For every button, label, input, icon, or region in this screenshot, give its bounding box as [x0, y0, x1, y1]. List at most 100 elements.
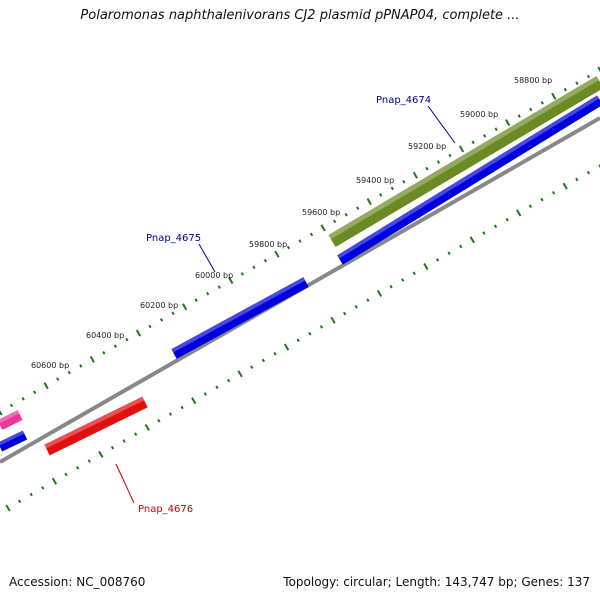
scale-label: 59000 bp: [460, 110, 498, 119]
tick-mark: [540, 101, 544, 105]
tick-mark: [274, 250, 280, 258]
tick-mark: [67, 370, 71, 375]
tick-mark: [366, 298, 370, 302]
scale-label: 59800 bp: [249, 240, 287, 249]
tick-mark: [356, 206, 360, 210]
tick-mark: [134, 432, 138, 437]
scale-label: 60600 bp: [31, 361, 69, 370]
tick-mark: [17, 499, 22, 504]
tick-mark: [505, 119, 511, 127]
gene-pnap-4674[interactable]: [328, 75, 600, 248]
gene-label-pnap_4674[interactable]: Pnap_4674: [376, 95, 431, 106]
tick-mark: [217, 285, 221, 289]
tick-mark: [528, 204, 532, 209]
map-title: Polaromonas naphthalenivorans CJ2 plasmi…: [80, 8, 520, 23]
gene-label-pnap_4676[interactable]: Pnap_4676: [138, 504, 193, 515]
tick-mark: [240, 272, 244, 276]
gene-pnap-4676[interactable]: [44, 396, 148, 456]
tick-mark: [5, 504, 11, 512]
tick-mark: [516, 209, 522, 217]
tick-mark: [273, 351, 277, 356]
tick-mark: [366, 198, 372, 206]
tick-mark: [575, 81, 579, 85]
tick-mark: [423, 263, 429, 271]
tick-mark: [376, 289, 383, 297]
tick-mark: [148, 324, 152, 329]
tick-mark: [125, 337, 129, 342]
tick-mark: [505, 217, 509, 222]
gene-label-pnap_4675[interactable]: Pnap_4675: [146, 233, 201, 244]
tick-mark: [598, 164, 600, 168]
outer-tick-track: [0, 66, 600, 416]
tick-mark: [575, 177, 579, 182]
gene-leader-line: [198, 243, 216, 273]
gene-leader-line: [427, 105, 456, 144]
tick-mark: [191, 397, 197, 405]
summary-text: Topology: circular; Length: 143,747 bp; …: [283, 575, 590, 589]
tick-mark: [563, 87, 567, 92]
tick-mark: [402, 180, 406, 184]
tick-mark: [261, 358, 265, 363]
tick-mark: [98, 450, 104, 458]
tick-mark: [76, 465, 80, 470]
tick-mark: [597, 66, 600, 73]
tick-mark: [344, 212, 348, 217]
tick-mark: [562, 182, 568, 190]
tick-mark: [448, 153, 452, 158]
tick-mark: [309, 232, 314, 237]
tick-mark: [482, 231, 486, 235]
tick-mark: [135, 329, 142, 337]
tick-mark: [159, 318, 164, 322]
gene-leader-line: [115, 463, 135, 504]
tick-mark: [283, 343, 290, 351]
tick-mark: [168, 412, 173, 416]
tick-mark: [379, 193, 383, 197]
tick-mark: [493, 224, 498, 229]
tick-mark: [517, 114, 521, 118]
scale-label: 60400 bp: [86, 331, 124, 340]
tick-mark: [110, 445, 115, 450]
tick-mark: [113, 344, 117, 349]
tick-mark: [9, 403, 14, 408]
tick-mark: [43, 382, 49, 390]
tick-mark: [171, 311, 175, 316]
tick-mark: [586, 74, 591, 79]
tick-mark: [87, 459, 91, 463]
tick-mark: [425, 166, 429, 171]
gene-pink-left[interactable]: [0, 410, 23, 430]
tick-mark: [471, 140, 475, 145]
scale-label: 59600 bp: [302, 208, 340, 217]
tick-mark: [401, 278, 405, 282]
tick-mark: [458, 145, 465, 153]
tick-mark: [529, 107, 533, 112]
scale-label: 59200 bp: [408, 142, 446, 151]
scale-label: 60000 bp: [195, 271, 233, 280]
tick-mark: [296, 338, 300, 343]
tick-mark: [551, 92, 557, 100]
tick-mark: [64, 472, 68, 477]
gene-pnap-4675[interactable]: [171, 277, 309, 359]
tick-mark: [319, 325, 324, 329]
tick-mark: [21, 397, 25, 401]
tick-mark: [483, 133, 487, 138]
tick-mark: [308, 331, 312, 336]
gene-forward-upper[interactable]: [337, 95, 600, 265]
tick-mark: [390, 186, 394, 191]
gene-forward-left[interactable]: [0, 430, 28, 452]
tick-mark: [122, 439, 126, 443]
tick-mark: [469, 236, 475, 244]
tick-mark: [447, 251, 451, 255]
gene-features: [0, 75, 600, 456]
tick-mark: [459, 244, 463, 249]
tick-mark: [330, 316, 336, 324]
accession-text: Accession: NC_008760: [9, 575, 146, 589]
scale-label: 59400 bp: [356, 176, 394, 185]
tick-mark: [228, 276, 234, 284]
tick-mark: [286, 245, 291, 250]
scale-label: 60200 bp: [140, 301, 178, 310]
tick-mark: [354, 305, 358, 309]
tick-mark: [0, 409, 3, 416]
tick-mark: [215, 385, 219, 390]
tick-mark: [203, 392, 207, 396]
